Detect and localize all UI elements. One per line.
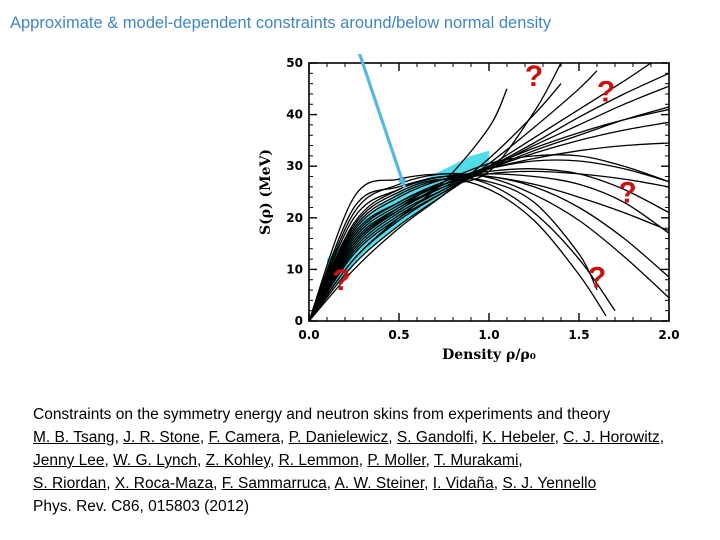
author-link[interactable]: X. Roca-Maza [114, 475, 214, 492]
author-link[interactable]: R. Lemmon [278, 452, 359, 469]
x-axis-label: Density ρ/ρ₀ [442, 347, 536, 363]
model-curve-13 [309, 63, 562, 321]
author-line: M. B. Tsang, J. R. Stone, F. Camera, P. … [33, 429, 665, 446]
author-link[interactable]: S. Riordan [33, 475, 107, 492]
x-tick-label: 2.0 [658, 328, 679, 342]
model-curve-22 [309, 72, 669, 321]
x-tick-label: 0.0 [298, 328, 319, 342]
question-mark-annotation: ? [525, 60, 543, 93]
model-curve-11 [309, 70, 598, 321]
model-curve-9 [309, 85, 669, 321]
model-curve-19 [309, 177, 598, 321]
caption-heading: Constraints on the symmetry energy and n… [33, 406, 611, 423]
symmetry-energy-chart: 0.0 0.5 1.0 1.5 2.0 0 10 20 30 40 50 ????? Density… [258, 54, 680, 363]
y-tick-label: 40 [286, 108, 303, 122]
author-link[interactable]: P. Danielewicz [288, 429, 389, 446]
author-link[interactable]: A. W. Steiner [334, 475, 425, 492]
question-mark-annotation: ? [332, 264, 350, 297]
y-axis-label: S(ρ) (MeV) [258, 149, 274, 235]
model-curve-12 [309, 83, 562, 321]
author-line: S. Riordan, X. Roca-Maza, F. Sammarruca,… [33, 475, 597, 492]
x-tick-label: 1.5 [568, 328, 589, 342]
x-tick-label: 1.0 [478, 328, 499, 342]
author-list: M. B. Tsang, J. R. Stone, F. Camera, P. … [33, 426, 713, 495]
y-tick-label: 20 [286, 211, 303, 225]
model-curve-2 [309, 172, 669, 321]
author-link[interactable]: C. J. Horowitz [563, 429, 660, 446]
model-curve-16 [309, 154, 669, 321]
author-link[interactable]: S. J. Yennello [502, 475, 597, 492]
author-link[interactable]: J. R. Stone [123, 429, 200, 446]
author-link[interactable]: S. Gandolfi [396, 429, 474, 446]
caption: Constraints on the symmetry energy and n… [33, 403, 713, 518]
model-curve-17 [309, 168, 669, 321]
author-link[interactable]: Jenny Lee [33, 452, 105, 469]
author-link[interactable]: K. Hebeler [482, 429, 555, 446]
y-tick-label: 10 [286, 262, 303, 276]
question-mark-annotation: ? [597, 76, 615, 109]
author-link[interactable]: I. Vidaña [432, 475, 494, 492]
y-tick-label: 0 [295, 314, 303, 328]
annotation-arrow [357, 54, 406, 189]
model-curve-20 [309, 108, 669, 321]
x-tick-label: 0.5 [388, 328, 409, 342]
author-link[interactable]: F. Sammarruca [221, 475, 327, 492]
annotation-arrow-head [397, 178, 406, 187]
model-curve-14 [309, 88, 508, 321]
model-curve-15 [309, 173, 669, 321]
y-tick-label: 30 [286, 159, 303, 173]
author-link[interactable]: W. G. Lynch [113, 452, 197, 469]
author-link[interactable]: M. B. Tsang [33, 429, 115, 446]
slide-title: Approximate & model-dependent constraint… [10, 14, 552, 32]
author-link[interactable]: T. Murakami [433, 452, 519, 469]
author-link[interactable]: F. Camera [208, 429, 281, 446]
question-mark-annotation: ? [618, 176, 636, 209]
author-link[interactable]: Z. Kohley [205, 452, 270, 469]
y-tick-label: 50 [286, 56, 303, 70]
question-mark-annotation: ? [588, 261, 606, 294]
caption-reference: Phys. Rev. C86, 015803 (2012) [33, 498, 249, 515]
author-line: Jenny Lee, W. G. Lynch, Z. Kohley, R. Le… [33, 452, 523, 469]
author-link[interactable]: P. Moller [367, 452, 426, 469]
model-curve-18 [309, 174, 669, 321]
model-curve-21 [309, 159, 669, 321]
